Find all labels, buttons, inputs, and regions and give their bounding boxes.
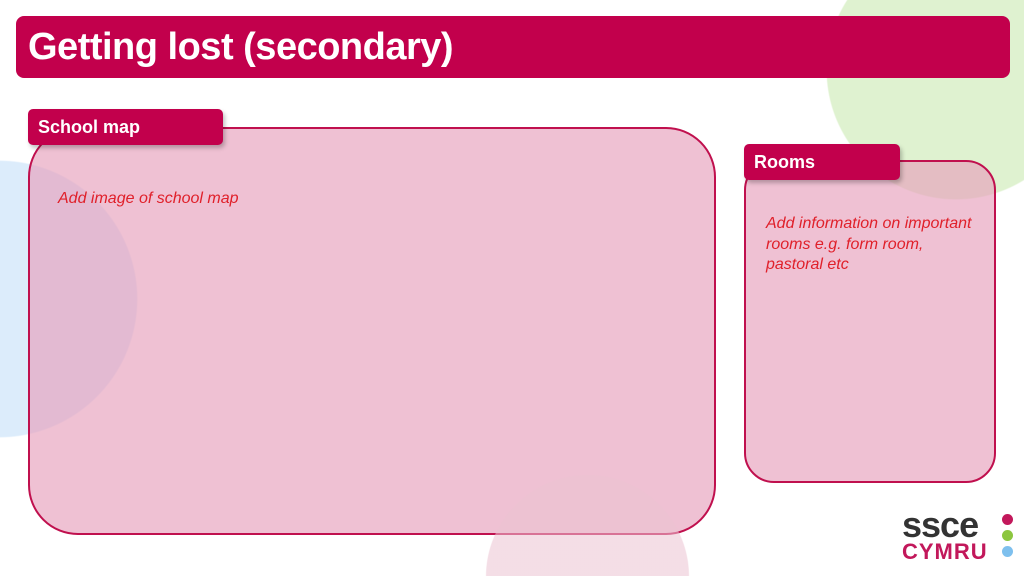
logo-line1: ssce [902,504,979,545]
rooms-placeholder[interactable]: Add information on important rooms e.g. … [766,215,972,273]
ssce-cymru-logo: ssce CYMRU [902,504,1016,564]
title-banner: Getting lost (secondary) [16,16,1010,78]
logo-dot-green [1002,530,1013,541]
logo-dot-pink [1002,514,1013,525]
rooms-panel[interactable] [744,160,996,483]
school-map-placeholder[interactable]: Add image of school map [58,190,239,207]
logo-line2: CYMRU [902,539,988,564]
rooms-label: Rooms [744,144,900,180]
school-map-panel[interactable] [28,127,716,535]
logo-dot-blue [1002,546,1013,557]
page-title: Getting lost (secondary) [28,26,454,68]
school-map-label: School map [28,109,223,145]
decorative-pink-circle [485,474,690,576]
